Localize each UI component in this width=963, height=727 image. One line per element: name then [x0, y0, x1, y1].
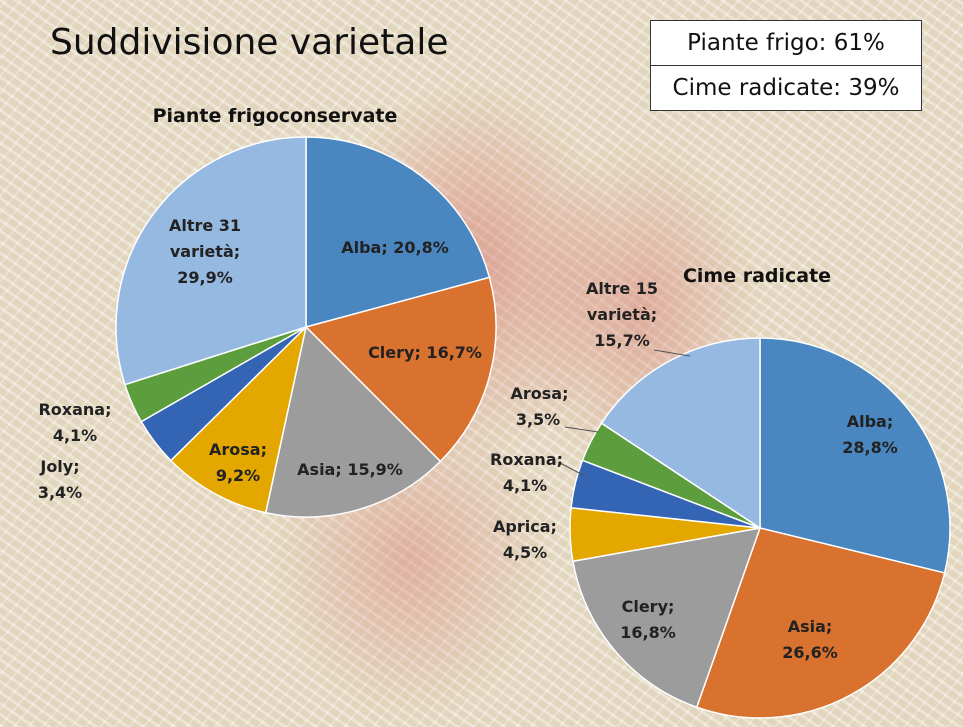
data-label: Altre 31 varietà; 29,9%: [168, 216, 242, 287]
data-label: Alba; 28,8%: [842, 412, 898, 457]
data-label: Arosa; 3,5%: [510, 384, 569, 429]
summary-box: Piante frigo: 61%: [650, 20, 922, 66]
pie-slice: [115, 136, 307, 386]
data-label: Roxana; 4,1%: [490, 450, 564, 495]
leader-line: [564, 426, 599, 433]
data-label: Arosa; 9,2%: [209, 440, 267, 485]
data-label: Alba; 20,8%: [341, 238, 449, 257]
slide-title: Suddivisione varietale: [50, 22, 449, 63]
pie-slice: [572, 527, 762, 709]
data-label: Roxana; 4,1%: [38, 400, 112, 445]
pie-slice: [264, 325, 442, 518]
data-label: Clery; 16,8%: [620, 597, 676, 642]
data-label: Asia; 26,6%: [782, 617, 838, 662]
data-label: Altre 15 varietà; 15,7%: [585, 279, 659, 350]
data-label: Clery; 16,7%: [368, 343, 482, 362]
data-label: Joly; 3,4%: [37, 457, 83, 502]
chart-title: Piante frigoconservate: [152, 105, 398, 127]
leader-line: [653, 349, 691, 357]
pie-slice: [695, 527, 946, 719]
summary-box: Cime radicate: 39%: [650, 65, 922, 111]
chart-title: Cime radicate: [682, 265, 832, 287]
data-label: Asia; 15,9%: [297, 460, 403, 479]
pie-slice: [305, 136, 491, 328]
pie-slice: [169, 324, 308, 514]
pie-slice: [304, 276, 497, 463]
leader-line: [559, 462, 586, 477]
data-label: Aprica; 4,5%: [493, 517, 557, 562]
pie-slice: [759, 337, 951, 574]
pie-slice: [600, 337, 761, 530]
